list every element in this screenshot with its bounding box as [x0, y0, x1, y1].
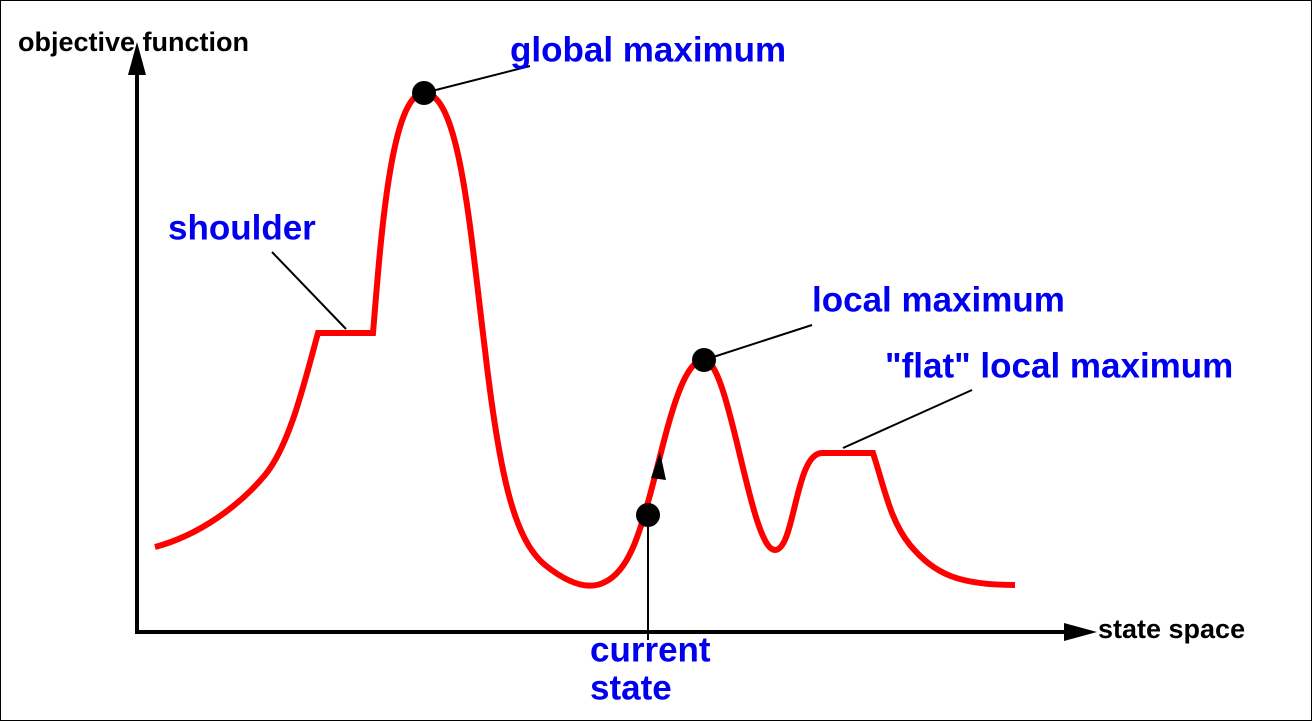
x-axis-label: state space	[1098, 614, 1245, 644]
x-axis-arrow	[1064, 623, 1097, 641]
annotation: shoulder	[168, 208, 316, 247]
leader-line	[271, 251, 347, 330]
landscape-curve	[154, 89, 1016, 589]
annotation: state	[590, 668, 672, 707]
local-max-dot	[692, 348, 716, 372]
annotation: global maximum	[510, 30, 786, 69]
current-state-dot	[636, 503, 660, 527]
y-axis-label: objective function	[18, 27, 249, 57]
annotation: "flat" local maximum	[885, 346, 1233, 385]
leader-line	[703, 324, 813, 361]
move-arrow	[651, 452, 666, 480]
y-axis-arrow	[128, 42, 146, 75]
leader-line	[842, 389, 973, 449]
annotation: current	[590, 630, 711, 669]
leader-line	[423, 65, 531, 94]
annotation: local maximum	[812, 280, 1065, 319]
global-max-dot	[412, 81, 436, 105]
